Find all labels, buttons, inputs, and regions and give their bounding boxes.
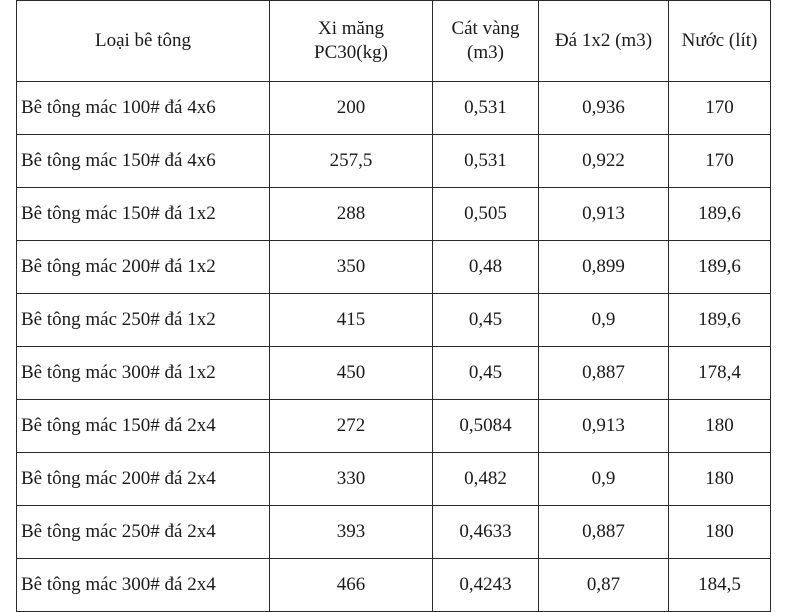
cell-stone: 0,9: [538, 452, 669, 506]
cell-cement: 257,5: [269, 134, 433, 188]
cell-cement: 393: [269, 505, 433, 559]
table-row: Bê tông mác 300# đá 1x2 450 0,45 0,887 1…: [16, 346, 771, 400]
cell-stone: 0,913: [538, 187, 669, 241]
cell-stone: 0,922: [538, 134, 669, 188]
cell-water: 189,6: [668, 187, 771, 241]
header-label: Đá 1x2 (m3): [554, 30, 653, 51]
header-label: Cát vàng (m3): [451, 18, 520, 63]
cell-water: 189,6: [668, 240, 771, 294]
cell-sand: 0,45: [432, 346, 539, 400]
cell-stone: 0,9: [538, 293, 669, 347]
table-row: Bê tông mác 300# đá 2x4 466 0,4243 0,87 …: [16, 558, 771, 612]
concrete-mix-table-container: Loại bê tông Xi măng PC30(kg) Cát vàng (…: [16, 0, 771, 612]
cell-concrete-type: Bê tông mác 200# đá 1x2: [16, 240, 270, 294]
cell-water: 180: [668, 452, 771, 506]
cell-water: 170: [668, 134, 771, 188]
cell-cement: 200: [269, 81, 433, 135]
cell-concrete-type: Bê tông mác 300# đá 1x2: [16, 346, 270, 400]
cell-cement: 272: [269, 399, 433, 453]
table-row: Bê tông mác 150# đá 1x2 288 0,505 0,913 …: [16, 187, 771, 241]
cell-cement: 450: [269, 346, 433, 400]
cell-concrete-type: Bê tông mác 150# đá 1x2: [16, 187, 270, 241]
header-row: Loại bê tông Xi măng PC30(kg) Cát vàng (…: [16, 0, 771, 82]
table-header: Loại bê tông Xi măng PC30(kg) Cát vàng (…: [16, 0, 771, 82]
cell-cement: 415: [269, 293, 433, 347]
cell-sand: 0,531: [432, 134, 539, 188]
header-label: Loại bê tông: [94, 30, 192, 51]
header-sand: Cát vàng (m3): [432, 0, 539, 82]
header-label: Xi măng PC30(kg): [314, 18, 388, 63]
table-row: Bê tông mác 150# đá 2x4 272 0,5084 0,913…: [16, 399, 771, 453]
cell-concrete-type: Bê tông mác 250# đá 2x4: [16, 505, 270, 559]
cell-cement: 466: [269, 558, 433, 612]
header-cement: Xi măng PC30(kg): [269, 0, 433, 82]
cell-water: 184,5: [668, 558, 771, 612]
cell-concrete-type: Bê tông mác 200# đá 2x4: [16, 452, 270, 506]
header-label: Nước (lít): [681, 30, 758, 51]
cell-water: 180: [668, 399, 771, 453]
cell-cement: 288: [269, 187, 433, 241]
cell-sand: 0,5084: [432, 399, 539, 453]
cell-sand: 0,4243: [432, 558, 539, 612]
table-row: Bê tông mác 250# đá 2x4 393 0,4633 0,887…: [16, 505, 771, 559]
table-row: Bê tông mác 200# đá 1x2 350 0,48 0,899 1…: [16, 240, 771, 294]
cell-concrete-type: Bê tông mác 150# đá 2x4: [16, 399, 270, 453]
cell-concrete-type: Bê tông mác 150# đá 4x6: [16, 134, 270, 188]
cell-sand: 0,4633: [432, 505, 539, 559]
table-row: Bê tông mác 200# đá 2x4 330 0,482 0,9 18…: [16, 452, 771, 506]
cell-stone: 0,887: [538, 505, 669, 559]
cell-stone: 0,887: [538, 346, 669, 400]
cell-concrete-type: Bê tông mác 300# đá 2x4: [16, 558, 270, 612]
cell-sand: 0,45: [432, 293, 539, 347]
cell-water: 180: [668, 505, 771, 559]
cell-stone: 0,87: [538, 558, 669, 612]
concrete-mix-table: Loại bê tông Xi măng PC30(kg) Cát vàng (…: [16, 0, 771, 612]
cell-stone: 0,899: [538, 240, 669, 294]
cell-concrete-type: Bê tông mác 100# đá 4x6: [16, 81, 270, 135]
table-row: Bê tông mác 150# đá 4x6 257,5 0,531 0,92…: [16, 134, 771, 188]
cell-water: 178,4: [668, 346, 771, 400]
table-row: Bê tông mác 100# đá 4x6 200 0,531 0,936 …: [16, 81, 771, 135]
cell-sand: 0,531: [432, 81, 539, 135]
header-concrete-type: Loại bê tông: [16, 0, 270, 82]
cell-cement: 350: [269, 240, 433, 294]
table-row: Bê tông mác 250# đá 1x2 415 0,45 0,9 189…: [16, 293, 771, 347]
cell-stone: 0,936: [538, 81, 669, 135]
cell-sand: 0,482: [432, 452, 539, 506]
cell-sand: 0,48: [432, 240, 539, 294]
cell-water: 170: [668, 81, 771, 135]
cell-water: 189,6: [668, 293, 771, 347]
cell-stone: 0,913: [538, 399, 669, 453]
cell-sand: 0,505: [432, 187, 539, 241]
header-stone: Đá 1x2 (m3): [538, 0, 669, 82]
cell-cement: 330: [269, 452, 433, 506]
table-body: Bê tông mác 100# đá 4x6 200 0,531 0,936 …: [16, 81, 771, 612]
cell-concrete-type: Bê tông mác 250# đá 1x2: [16, 293, 270, 347]
header-water: Nước (lít): [668, 0, 771, 82]
